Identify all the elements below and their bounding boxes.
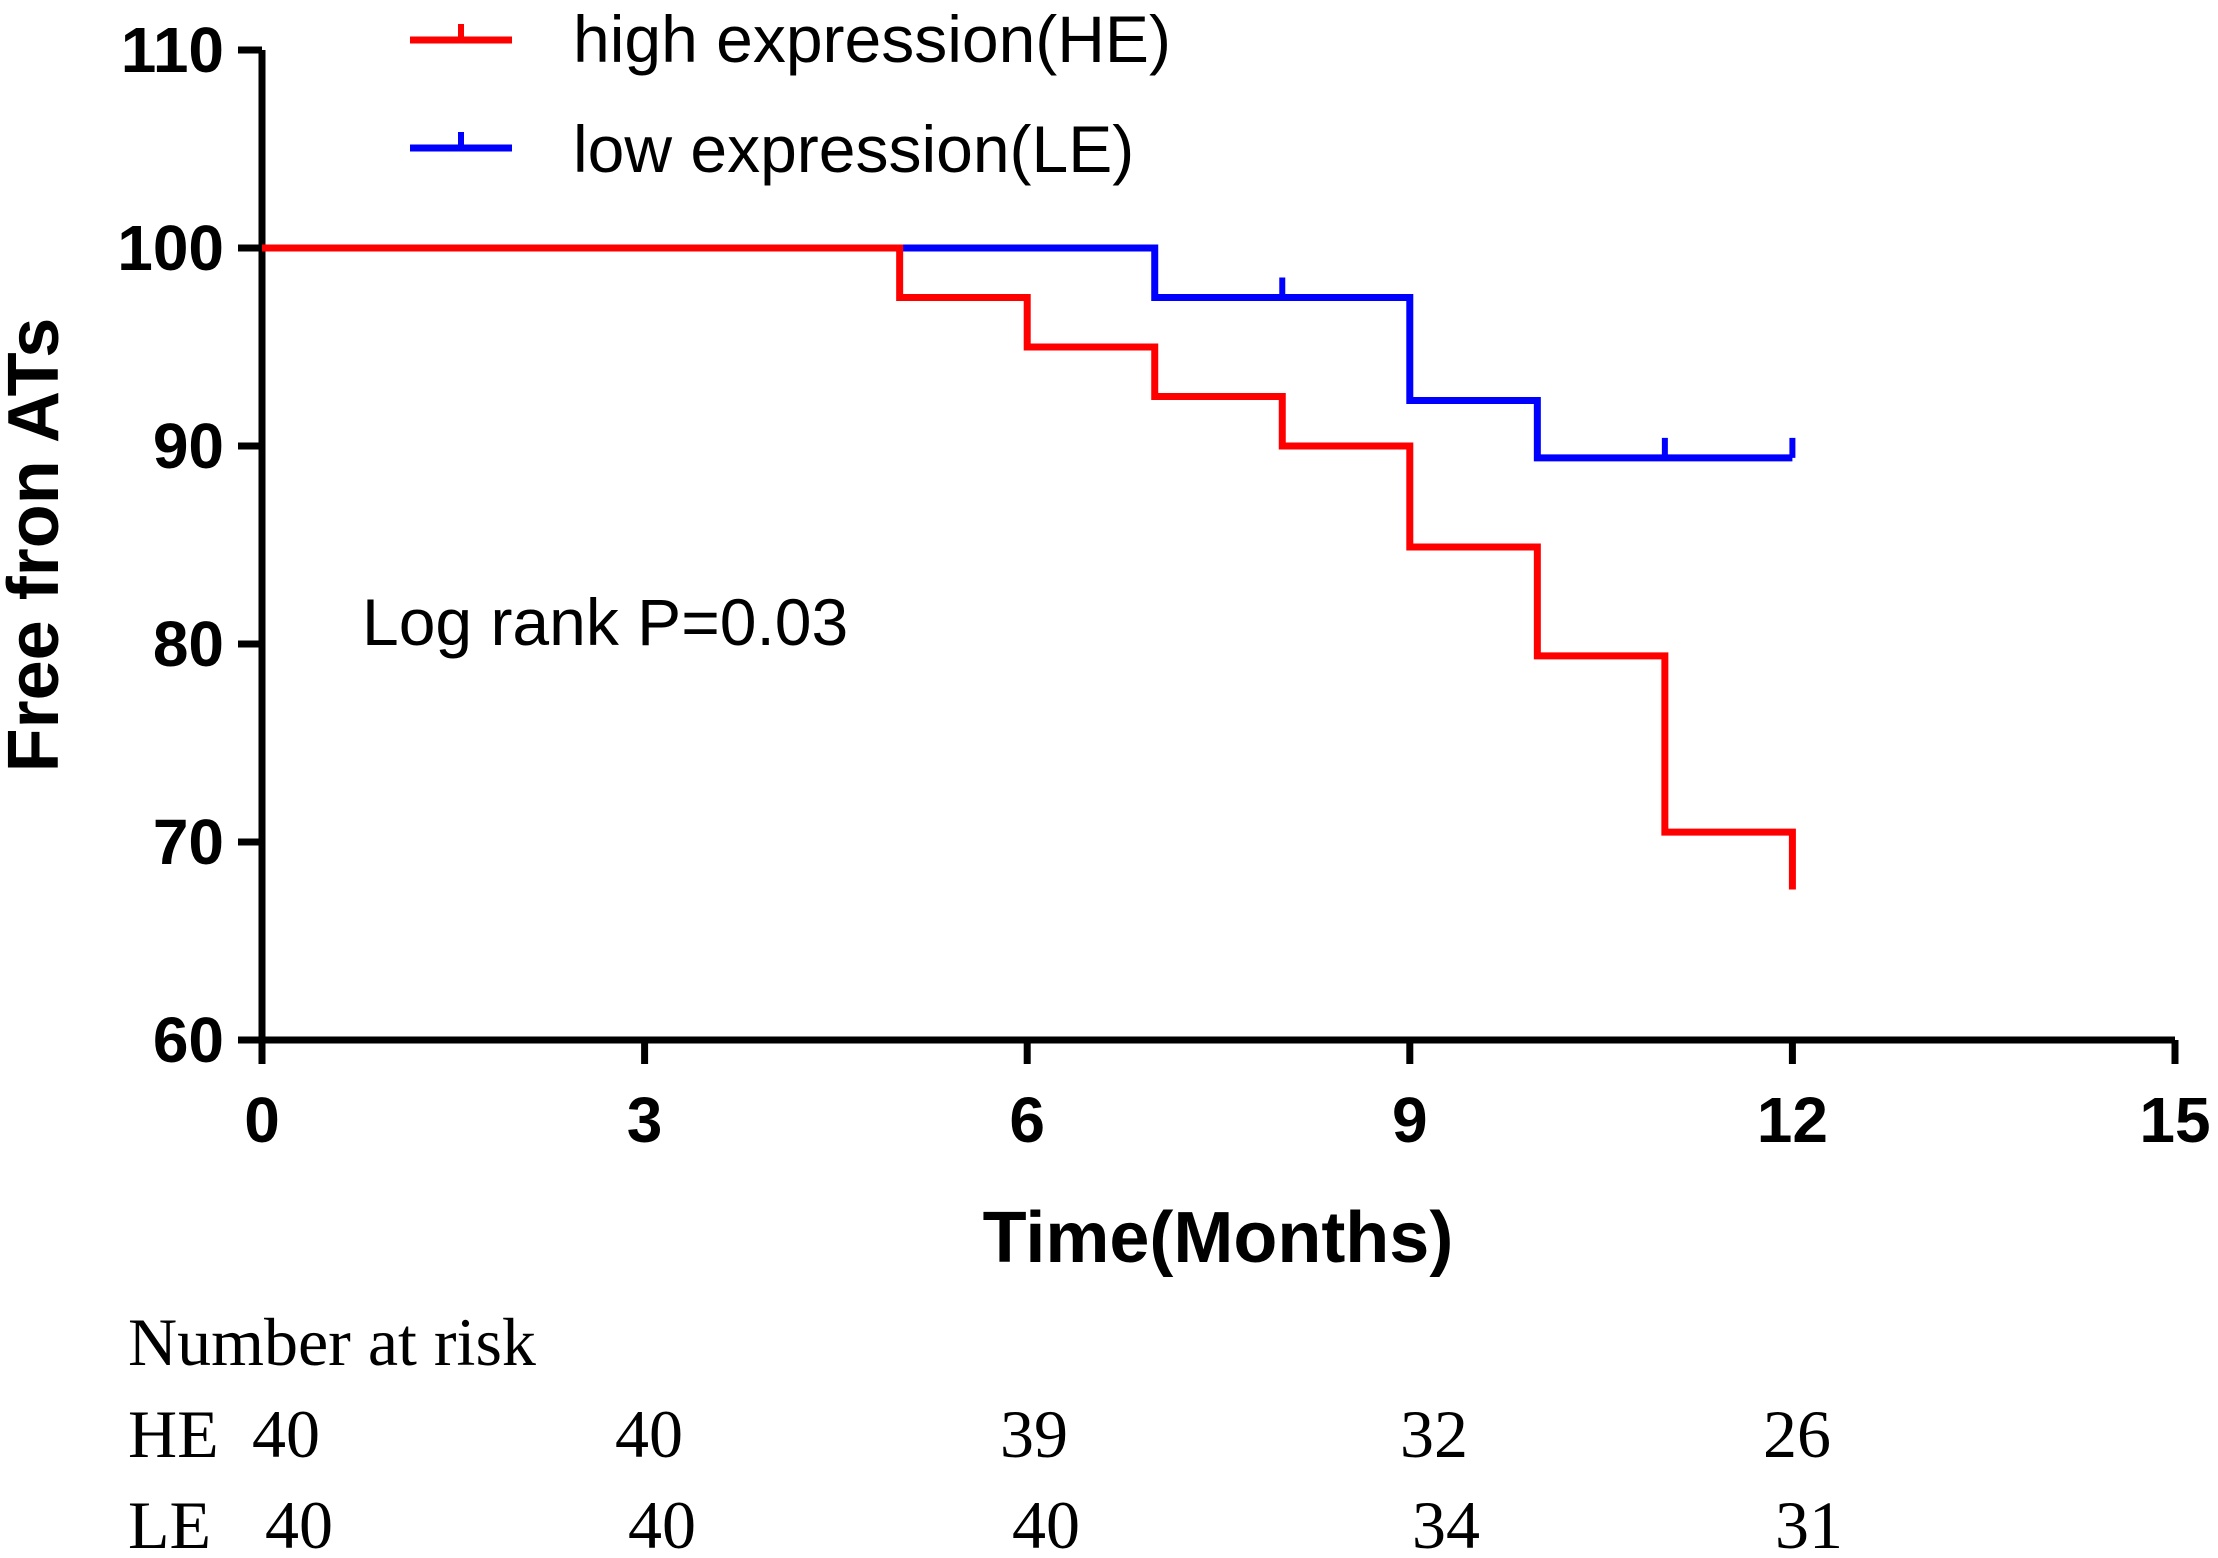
risk-le-0: 40 xyxy=(265,1487,333,1558)
y-tick-label: 60 xyxy=(153,1004,224,1076)
risk-le-4: 31 xyxy=(1775,1487,1843,1558)
log-rank-annotation: Log rank P=0.03 xyxy=(362,585,848,659)
x-tick-label: 0 xyxy=(244,1084,280,1156)
x-axis-title: Time(Months) xyxy=(983,1198,1454,1278)
y-tick-label: 110 xyxy=(121,14,224,86)
legend-label-he: high expression(HE) xyxy=(573,2,1171,76)
y-tick-label: 90 xyxy=(153,410,224,482)
y-tick-label: 70 xyxy=(153,806,224,878)
risk-le-1: 40 xyxy=(628,1487,696,1558)
risk-he-4: 26 xyxy=(1763,1396,1831,1472)
risk-table: Number at risk HE 40 40 39 32 26 LE 40 4… xyxy=(128,1304,1843,1558)
km-curve-he xyxy=(262,244,1796,890)
legend-item-he: high expression(HE) xyxy=(410,2,1171,76)
risk-he-2: 39 xyxy=(1000,1396,1068,1472)
risk-row-label-he: HE xyxy=(128,1396,219,1472)
x-tick-label: 6 xyxy=(1009,1084,1045,1156)
y-ticks: 60 70 80 90 100 110 xyxy=(117,14,262,1076)
legend-item-le: low expression(LE) xyxy=(410,112,1134,186)
y-tick-label: 80 xyxy=(153,608,224,680)
legend: high expression(HE) low expression(LE) xyxy=(410,2,1171,186)
y-tick-label: 100 xyxy=(117,212,224,284)
risk-row-label-le: LE xyxy=(128,1487,211,1558)
risk-he-1: 40 xyxy=(615,1396,683,1472)
risk-le-2: 40 xyxy=(1012,1487,1080,1558)
x-tick-label: 15 xyxy=(2139,1084,2210,1156)
risk-he-0: 40 xyxy=(252,1396,320,1472)
x-tick-label: 12 xyxy=(1757,1084,1828,1156)
risk-he-3: 32 xyxy=(1400,1396,1468,1472)
risk-table-title: Number at risk xyxy=(128,1304,536,1380)
legend-label-le: low expression(LE) xyxy=(573,112,1134,186)
risk-le-3: 34 xyxy=(1412,1487,1480,1558)
series-layer xyxy=(262,244,1796,890)
x-tick-label: 9 xyxy=(1392,1084,1428,1156)
y-axis-title: Free fron ATs xyxy=(0,318,74,773)
x-ticks: 0 3 6 9 12 15 xyxy=(244,1040,2211,1156)
x-tick-label: 3 xyxy=(627,1084,663,1156)
km-curve-le xyxy=(262,244,1793,462)
